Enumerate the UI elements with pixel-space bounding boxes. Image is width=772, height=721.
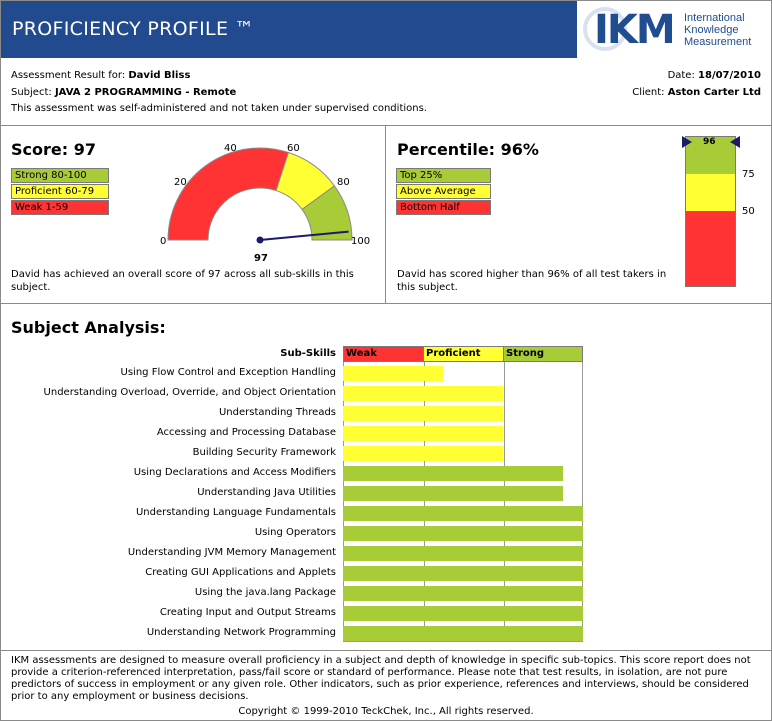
band-header-proficient: Proficient — [423, 346, 504, 362]
divider — [1, 650, 771, 651]
skill-bar — [343, 446, 503, 461]
percentile-title: Percentile: 96% — [397, 140, 539, 159]
assessment-line: Assessment Result for: David Bliss — [11, 70, 190, 81]
gauge-needle-hub — [256, 236, 264, 244]
band-header-weak: Weak — [343, 346, 424, 362]
skill-bar — [343, 426, 503, 441]
skill-label: Creating Input and Output Streams — [159, 607, 336, 618]
percentile-legend-top: Top 25% — [396, 168, 491, 183]
gauge-needle — [259, 230, 349, 241]
logo-sub-line: International — [684, 12, 745, 24]
skill-bar — [343, 566, 583, 581]
client-line: Client: Aston Carter Ltd — [632, 87, 761, 98]
score-legend-weak: Weak 1-59 — [11, 200, 109, 215]
percentile-legend-bottom: Bottom Half — [396, 200, 491, 215]
skill-label: Using Declarations and Access Modifiers — [133, 467, 336, 478]
gauge-tick-80: 80 — [337, 177, 350, 188]
gauge-tick-40: 40 — [224, 143, 237, 154]
ikm-logo: IKM International Knowledge Measurement — [577, 1, 771, 58]
copyright: Copyright © 1999-2010 TeckChek, Inc., Al… — [238, 706, 534, 717]
skill-bar — [343, 486, 563, 501]
divider — [1, 125, 771, 126]
skill-bar — [343, 386, 503, 401]
date-line: Date: 18/07/2010 — [668, 70, 761, 81]
logo-sub-line: Knowledge — [684, 24, 739, 36]
skill-label: Understanding Overload, Override, and Ob… — [43, 387, 336, 398]
grid-line — [504, 362, 505, 641]
analysis-grid — [343, 362, 583, 642]
skill-label: Using Operators — [254, 527, 336, 538]
score-legend-strong: Strong 80-100 — [11, 168, 109, 183]
grid-line — [424, 362, 425, 641]
gauge-tick-60: 60 — [287, 143, 300, 154]
percentile-bar-top — [686, 137, 735, 174]
subskills-header: Sub-Skills — [280, 348, 336, 359]
percentile-marker — [682, 136, 740, 148]
band-header-strong: Strong — [503, 346, 583, 362]
logo-sub-line: Measurement — [684, 36, 752, 48]
gauge-tick-100: 100 — [351, 236, 371, 247]
subject-label: Subject: — [11, 87, 52, 98]
divider — [385, 125, 386, 303]
subject-line: Subject: JAVA 2 PROGRAMMING - Remote — [11, 87, 236, 98]
report-title: PROFICIENCY PROFILE ™ — [12, 18, 254, 40]
gauge-weak-band — [167, 147, 290, 241]
divider — [1, 303, 771, 304]
assessment-label: Assessment Result for: — [11, 70, 126, 81]
gauge-tick-20: 20 — [174, 177, 187, 188]
skill-label: Understanding Network Programming — [146, 627, 336, 638]
percentile-scale-75: 75 — [742, 169, 755, 180]
skill-bar — [343, 466, 563, 481]
percentile-bar-bottom — [686, 211, 735, 286]
skill-label: Using the java.lang Package — [194, 587, 336, 598]
percentile-bar-above — [686, 174, 735, 211]
skill-bar — [343, 606, 583, 621]
gauge-strong-band — [301, 185, 353, 241]
client-value: Aston Carter Ltd — [667, 87, 761, 98]
logo-globe-icon — [583, 7, 627, 51]
logo-wordmark: IKM — [594, 7, 676, 53]
score-title: Score: 97 — [11, 140, 96, 159]
date-value: 18/07/2010 — [698, 70, 761, 81]
marker-right-arrow-icon — [730, 136, 740, 148]
skill-bar — [343, 546, 583, 561]
skill-label: Understanding Threads — [218, 407, 336, 418]
gauge-tick-0: 0 — [160, 236, 167, 247]
marker-left-arrow-icon — [682, 136, 692, 148]
client-label: Client: — [632, 87, 665, 98]
skill-label: Understanding JVM Memory Management — [127, 547, 336, 558]
skill-bar — [343, 526, 583, 541]
skill-bar — [343, 366, 443, 381]
footer-disclaimer: IKM assessments are designed to measure … — [11, 655, 751, 702]
candidate-name: David Bliss — [128, 70, 191, 81]
percentile-legend-above: Above Average — [396, 184, 491, 199]
skill-label: Accessing and Processing Database — [156, 427, 336, 438]
date-label: Date: — [667, 70, 695, 81]
percentile-description: David has scored higher than 96% of all … — [397, 269, 667, 293]
subject-value: JAVA 2 PROGRAMMING - Remote — [54, 87, 237, 98]
skill-label: Using Flow Control and Exception Handlin… — [120, 367, 336, 378]
score-description: David has achieved an overall score of 9… — [11, 269, 354, 293]
supervision-note: This assessment was self-administered an… — [11, 103, 427, 114]
percentile-bar — [685, 136, 736, 287]
percentile-marker-label: 96 — [703, 137, 716, 147]
logo-subtitle: International Knowledge Measurement — [684, 12, 751, 48]
analysis-title: Subject Analysis: — [11, 318, 166, 337]
score-legend-proficient: Proficient 60-79 — [11, 184, 109, 199]
score-gauge — [167, 147, 353, 244]
skill-bar — [343, 586, 583, 601]
skill-label: Understanding Java Utilities — [197, 487, 336, 498]
skill-bar — [343, 506, 583, 521]
gauge-value-label: 97 — [254, 253, 268, 264]
skill-bar — [343, 626, 583, 641]
skill-label: Building Security Framework — [192, 447, 336, 458]
skill-label: Creating GUI Applications and Applets — [145, 567, 336, 578]
percentile-scale-50: 50 — [742, 206, 755, 217]
skill-label: Understanding Language Fundamentals — [135, 507, 336, 518]
skill-bar — [343, 406, 503, 421]
